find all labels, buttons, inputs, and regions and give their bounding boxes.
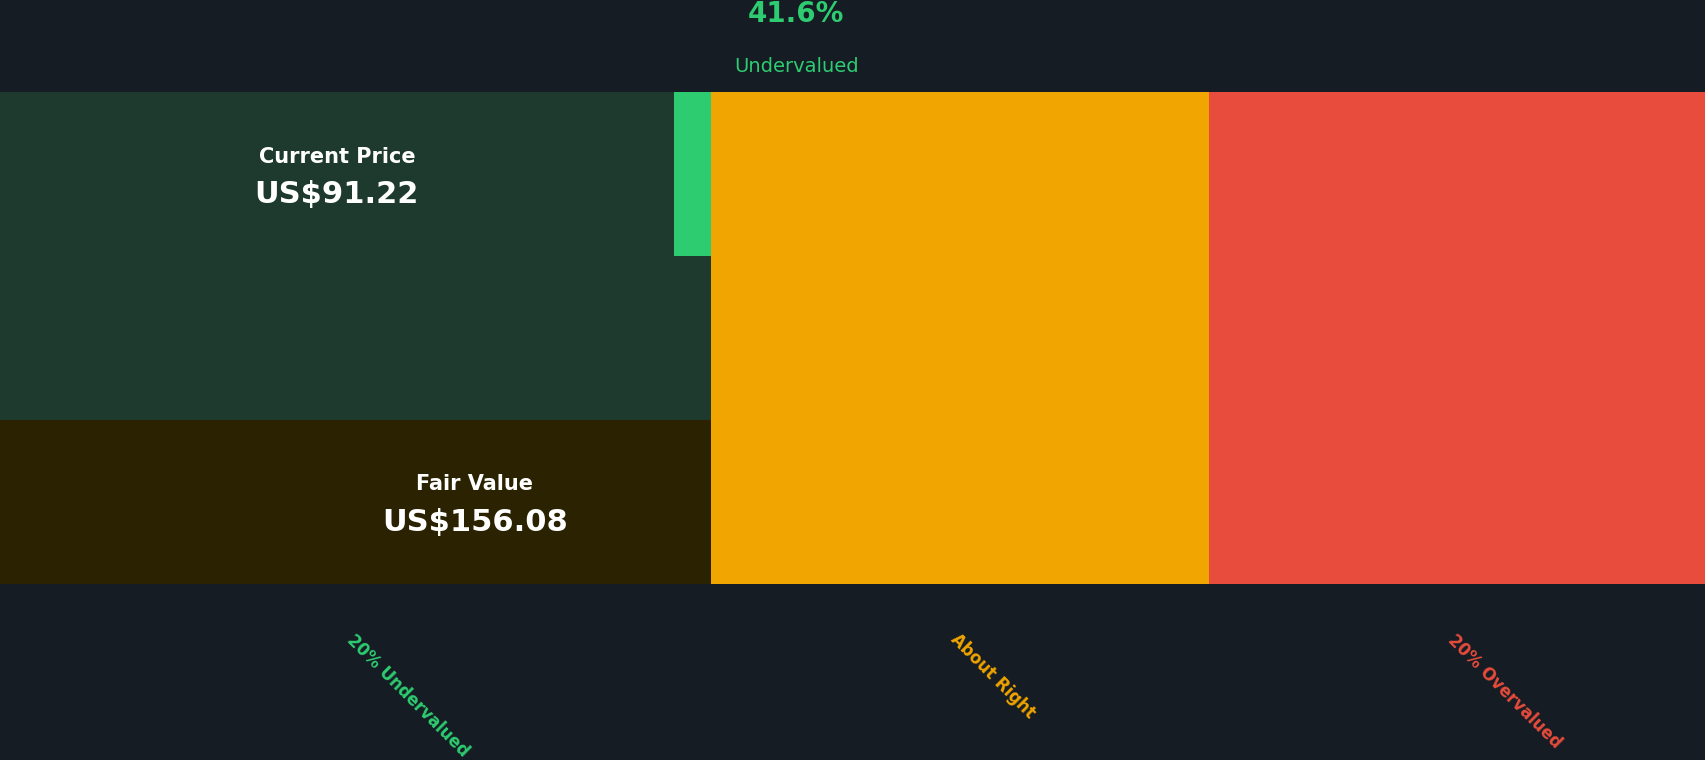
Text: US$91.22: US$91.22 <box>254 180 419 209</box>
Text: 20% Overvalued: 20% Overvalued <box>1444 631 1565 752</box>
FancyBboxPatch shape <box>0 420 711 584</box>
Text: Fair Value: Fair Value <box>416 474 534 495</box>
FancyBboxPatch shape <box>711 420 1207 584</box>
FancyBboxPatch shape <box>1207 420 1705 584</box>
FancyBboxPatch shape <box>1207 93 1705 256</box>
Text: US$156.08: US$156.08 <box>382 508 568 537</box>
FancyBboxPatch shape <box>0 256 711 420</box>
FancyBboxPatch shape <box>0 256 711 420</box>
Text: About Right: About Right <box>946 631 1038 723</box>
FancyBboxPatch shape <box>711 256 1207 420</box>
FancyBboxPatch shape <box>1207 256 1705 420</box>
Text: 20% Undervalued: 20% Undervalued <box>343 631 472 760</box>
FancyBboxPatch shape <box>711 93 1207 256</box>
Text: 41.6%: 41.6% <box>747 0 844 28</box>
FancyBboxPatch shape <box>0 93 673 256</box>
FancyBboxPatch shape <box>0 420 711 584</box>
Text: Current Price: Current Price <box>259 147 414 166</box>
FancyBboxPatch shape <box>0 93 711 256</box>
Text: Undervalued: Undervalued <box>733 57 858 76</box>
